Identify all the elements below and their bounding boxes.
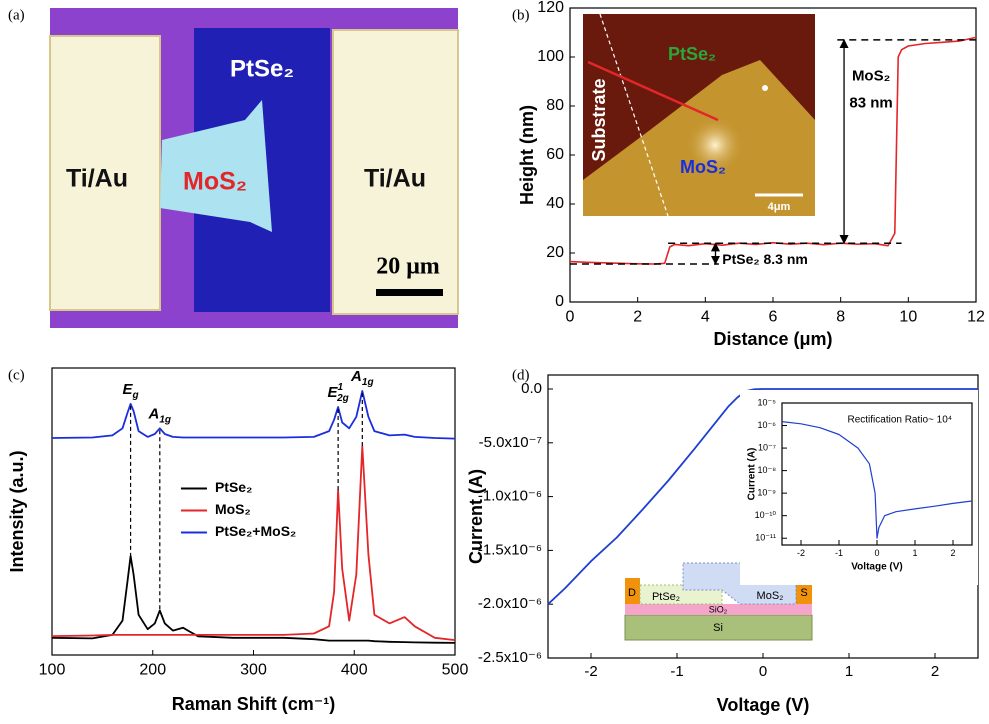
- x-axis-label: Raman Shift (cm⁻¹): [172, 694, 336, 714]
- y-tick-label: 0.0: [521, 380, 542, 397]
- data-line: [52, 446, 455, 640]
- x-tick-label: 300: [240, 661, 267, 678]
- schematic-label: MoS₂: [757, 590, 784, 602]
- y-axis-label: Current (A): [466, 469, 486, 564]
- annotation: Rectification Ratio~ 10⁴: [847, 415, 952, 426]
- peak-label-main: A: [350, 368, 362, 385]
- schematic-label: SiO₂: [709, 604, 728, 614]
- y-tick-label: 80: [546, 97, 564, 114]
- afm-label: PtSe₂: [668, 44, 716, 64]
- y-tick-label: 10⁻⁵: [758, 397, 777, 407]
- y-tick-label: -2.5x10⁻⁶: [478, 649, 542, 666]
- x-tick-label: 0: [566, 308, 575, 325]
- x-axis-label: Voltage (V): [717, 695, 810, 715]
- x-tick-label: 8: [836, 308, 845, 325]
- micrograph-label: Ti/Au: [364, 165, 426, 193]
- micrograph-label: PtSe₂: [230, 55, 294, 82]
- panel-label: (c): [8, 367, 25, 383]
- scale-bar-label: 20 μm: [376, 254, 440, 280]
- y-tick-label: 100: [537, 48, 564, 65]
- x-tick-label: 6: [769, 308, 778, 325]
- micrograph-label: MoS₂: [183, 168, 247, 196]
- afm-inset: PtSe₂ Substrate MoS₂ 4μm: [583, 14, 815, 216]
- micrograph: PtSe₂ Ti/Au MoS₂ Ti/Au 20 μm: [50, 8, 458, 328]
- y-axis-label: Intensity (a.u.): [7, 450, 27, 572]
- y-tick-label: 0: [555, 293, 564, 310]
- y-tick-label: 10⁻⁸: [757, 465, 776, 475]
- x-tick-label: 1: [845, 663, 853, 680]
- y-tick-label: 40: [546, 195, 564, 212]
- x-tick-label: 12: [967, 308, 985, 325]
- y-tick-label: 60: [546, 146, 564, 163]
- step-label: MoS₂: [852, 68, 890, 85]
- afm-label: Substrate: [589, 78, 609, 161]
- x-tick-label: 400: [341, 661, 368, 678]
- y-tick-label: -2.0x10⁻⁶: [478, 595, 542, 612]
- x-tick-label: -1: [835, 548, 843, 558]
- peak-label-sub: 1g: [159, 414, 171, 425]
- x-tick-label: 1: [912, 548, 917, 558]
- peak-label-main: A: [148, 405, 160, 422]
- y-axis-label: Height (nm): [517, 105, 537, 205]
- panel-c: 100 200 300 400 500 Raman Shift (cm⁻¹) Intensi…: [7, 368, 469, 714]
- peak-label-sub: 2g: [336, 393, 349, 404]
- micrograph-label: Ti/Au: [66, 165, 128, 193]
- schematic-label: D: [628, 587, 636, 599]
- step-label: 83 nm: [849, 95, 892, 112]
- y-tick-label: -5.0x10⁻⁷: [479, 434, 542, 451]
- panel-label: (b): [512, 7, 530, 23]
- schematic-label: PtSe₂: [652, 591, 680, 603]
- y-tick-label: 20: [546, 244, 564, 261]
- x-axis-label: Voltage (V): [851, 562, 902, 573]
- peak-label-sub: g: [132, 390, 139, 401]
- legend-label: PtSe₂: [215, 479, 252, 495]
- y-tick-label: 120: [537, 0, 564, 16]
- x-axis-label: Distance (μm): [713, 329, 832, 349]
- schematic-label: S: [800, 587, 807, 599]
- y-tick-label: 10⁻⁹: [757, 488, 776, 498]
- panel-label: (a): [8, 7, 25, 23]
- legend-label: PtSe₂+MoS₂: [215, 523, 296, 539]
- x-tick-label: 2: [931, 663, 939, 680]
- data-line: [52, 391, 455, 439]
- peak-label: A1g: [148, 405, 172, 425]
- peak-label: Eg: [123, 381, 139, 401]
- y-tick-label: 10⁻¹⁰: [755, 510, 777, 520]
- x-tick-label: 10: [899, 308, 917, 325]
- x-tick-label: 100: [39, 661, 66, 678]
- x-tick-label: 500: [442, 661, 469, 678]
- data-line: [52, 556, 455, 643]
- x-tick-label: 0: [759, 663, 767, 680]
- peak-label-sub: 1g: [362, 377, 374, 388]
- y-tick-label: 10⁻¹¹: [755, 533, 776, 543]
- x-tick-label: 4: [701, 308, 710, 325]
- peak-label-sup: 1: [338, 382, 344, 393]
- afm-scale-label: 4μm: [768, 201, 791, 213]
- afm-label: MoS₂: [680, 157, 726, 177]
- y-axis-label: Current (A): [747, 448, 758, 501]
- x-tick-label: -2: [797, 548, 805, 558]
- step-label: PtSe₂ 8.3 nm: [722, 251, 808, 267]
- schematic-label: Si: [713, 622, 723, 634]
- x-tick-label: 200: [139, 661, 166, 678]
- peak-label: A1g: [350, 368, 374, 388]
- x-tick-label: -1: [670, 663, 683, 680]
- y-tick-label: -1.5x10⁻⁶: [478, 541, 542, 558]
- x-tick-label: 2: [633, 308, 642, 325]
- plot-frame: [52, 368, 455, 655]
- y-tick-label: -1.0x10⁻⁶: [478, 488, 542, 505]
- x-tick-label: 2: [950, 548, 955, 558]
- legend-label: MoS₂: [215, 501, 251, 517]
- y-tick-label: 10⁻⁶: [758, 420, 777, 430]
- page: { "panel_labels": ["(a)", "(b)", "(c)", …: [0, 0, 989, 724]
- x-tick-label: 0: [874, 548, 879, 558]
- figure: (a) (b) (c) (d) PtSe₂ Ti/Au MoS₂ Ti/Au 2…: [0, 0, 989, 724]
- x-tick-label: -2: [584, 663, 597, 680]
- y-tick-label: 10⁻⁷: [758, 442, 776, 452]
